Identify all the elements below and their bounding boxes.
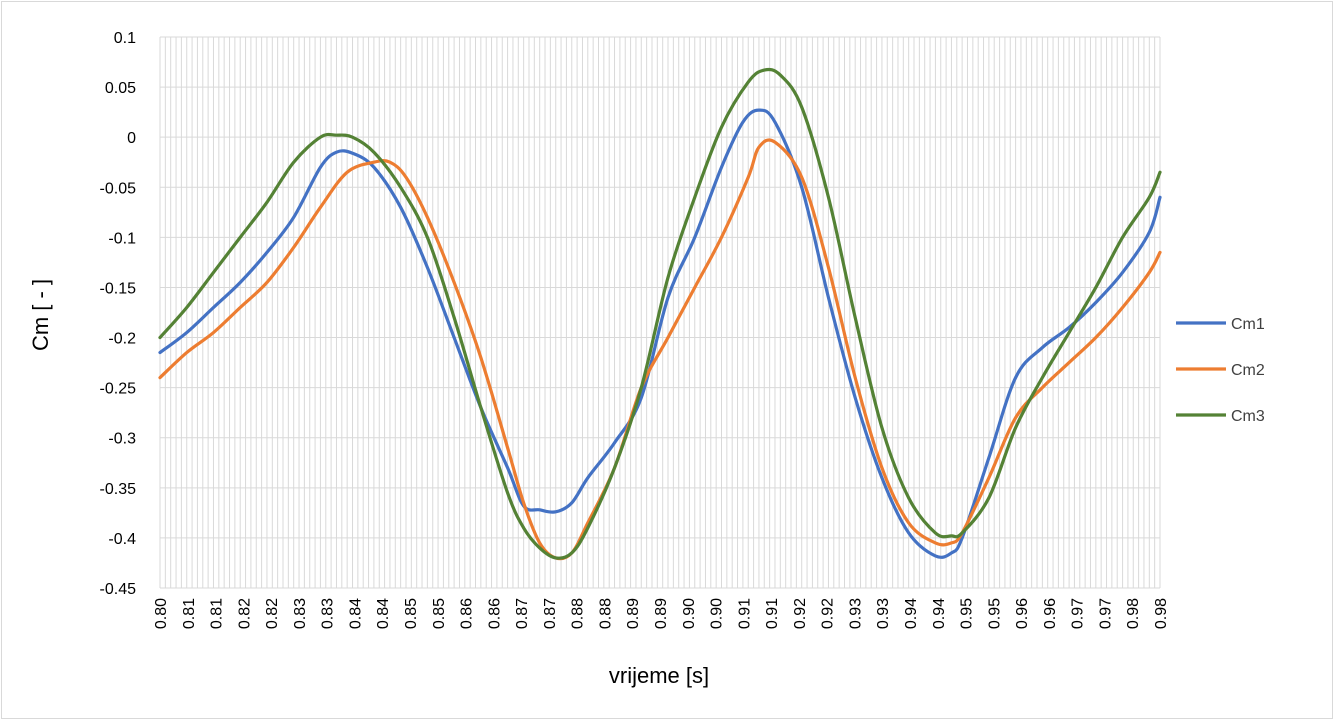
x-tick-label: 0.98 xyxy=(1153,598,1170,629)
y-tick-label: -0.3 xyxy=(108,431,136,448)
y-tick-label: 0 xyxy=(127,130,136,147)
x-tick-label: 0.85 xyxy=(403,598,420,629)
x-tick-label: 0.87 xyxy=(514,598,531,629)
y-tick-label: -0.4 xyxy=(108,531,136,548)
x-tick-label: 0.97 xyxy=(1070,598,1087,629)
y-tick-label: 0.1 xyxy=(114,30,136,47)
legend-label-cm1: Cm1 xyxy=(1231,316,1265,333)
x-tick-label: 0.91 xyxy=(736,598,753,629)
y-tick-label: -0.15 xyxy=(100,280,137,297)
x-tick-label: 0.96 xyxy=(1014,598,1031,629)
x-tick-label: 0.94 xyxy=(903,598,920,629)
y-tick-label: -0.1 xyxy=(108,230,136,247)
x-tick-label: 0.81 xyxy=(209,598,226,629)
x-tick-label: 0.82 xyxy=(264,598,281,629)
x-tick-label: 0.95 xyxy=(986,598,1003,629)
x-tick-label: 0.83 xyxy=(292,598,309,629)
x-tick-label: 0.87 xyxy=(542,598,559,629)
x-tick-label: 0.86 xyxy=(486,598,503,629)
y-tick-label: -0.35 xyxy=(100,481,137,498)
x-tick-label: 0.82 xyxy=(236,598,253,629)
x-tick-label: 0.93 xyxy=(875,598,892,629)
x-tick-label: 0.86 xyxy=(459,598,476,629)
x-tick-labels: 0.80 0.81 0.81 0.82 0.82 0.83 0.83 0.84 0.84 0.85… xyxy=(153,598,1170,629)
legend: Cm1 Cm2 Cm3 xyxy=(1176,316,1265,425)
x-tick-label: 0.96 xyxy=(1042,598,1059,629)
legend-label-cm3: Cm3 xyxy=(1231,408,1265,425)
x-tick-label: 0.97 xyxy=(1097,598,1114,629)
x-tick-label: 0.92 xyxy=(820,598,837,629)
x-axis-title: vrijeme [s] xyxy=(609,663,709,688)
legend-label-cm2: Cm2 xyxy=(1231,362,1265,379)
y-tick-label: -0.45 xyxy=(100,581,137,598)
x-tick-label: 0.91 xyxy=(764,598,781,629)
y-tick-label: 0.05 xyxy=(105,80,136,97)
x-tick-label: 0.89 xyxy=(625,598,642,629)
x-tick-label: 0.83 xyxy=(320,598,337,629)
x-tick-label: 0.88 xyxy=(597,598,614,629)
y-axis-title: Cm [ - ] xyxy=(28,279,53,351)
y-tick-label: -0.25 xyxy=(100,381,137,398)
x-tick-label: 0.98 xyxy=(1125,598,1142,629)
x-tick-label: 0.93 xyxy=(847,598,864,629)
x-tick-label: 0.95 xyxy=(959,598,976,629)
x-tick-label: 0.94 xyxy=(931,598,948,629)
x-tick-label: 0.89 xyxy=(653,598,670,629)
y-tick-label: -0.2 xyxy=(108,331,136,348)
x-tick-label: 0.85 xyxy=(431,598,448,629)
x-tick-label: 0.90 xyxy=(709,598,726,629)
x-tick-label: 0.80 xyxy=(153,598,170,629)
x-tick-label: 0.92 xyxy=(792,598,809,629)
x-tick-label: 0.88 xyxy=(570,598,587,629)
y-tick-labels: 0.1 0.05 0 -0.05 -0.1 -0.15 -0.2 -0.25 -0.3 -0.35… xyxy=(100,30,137,598)
x-tick-label: 0.84 xyxy=(347,598,364,629)
x-tick-label: 0.81 xyxy=(181,598,198,629)
y-tick-label: -0.05 xyxy=(100,180,137,197)
x-tick-label: 0.84 xyxy=(375,598,392,629)
x-tick-label: 0.90 xyxy=(681,598,698,629)
